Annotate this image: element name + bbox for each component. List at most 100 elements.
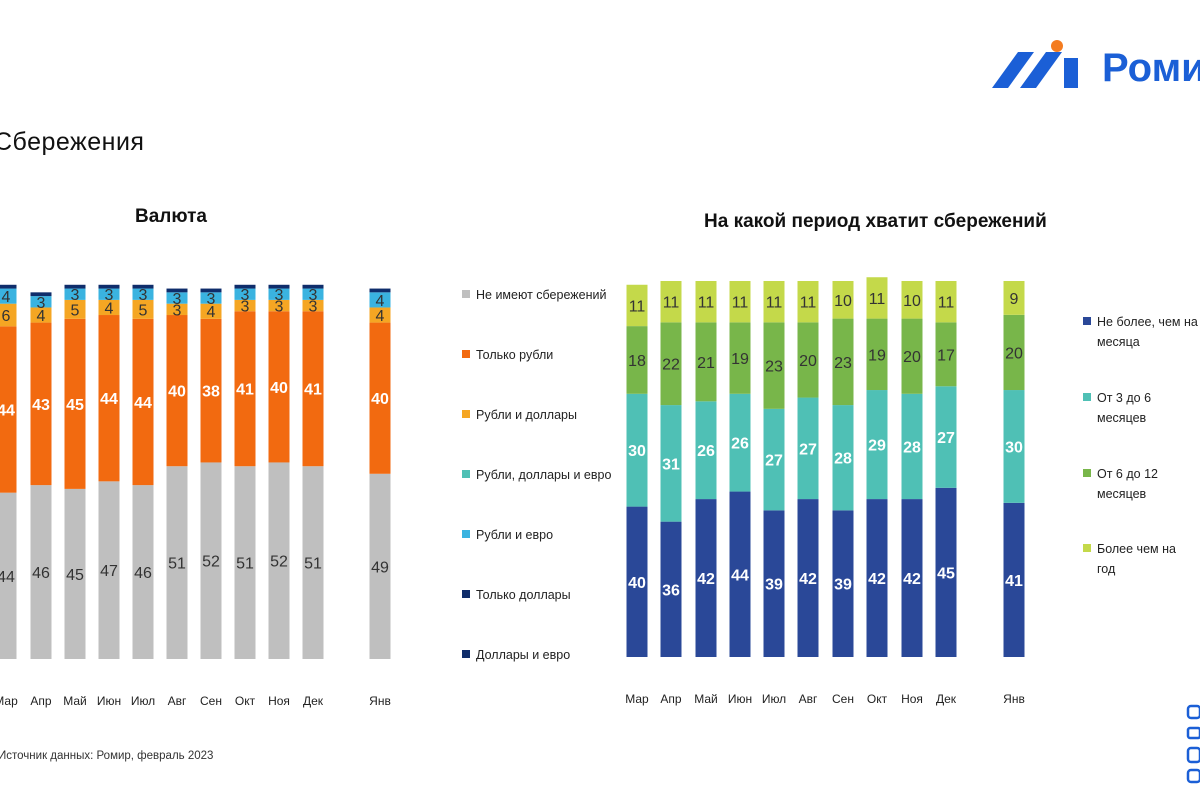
bar-segment-рубли-и-доллары-авг [166,303,188,316]
bar-segment-от-6-до-12-месяцев-июн [729,322,751,394]
bar-segment-не-более-чем-на-1-2-месяца-окт [866,499,888,657]
x-tick-label: Мар [625,692,649,706]
data-label: 4 [376,308,385,325]
data-label: 23 [834,355,852,372]
data-label: 29 [868,438,886,455]
data-label: 36 [662,582,680,599]
bar-segment-не-более-чем-на-1-2-месяца-май [695,499,717,657]
bar-segment-только-доллары-ноя [268,284,290,289]
data-label: 41 [1005,573,1023,590]
data-label: 3 [207,291,216,308]
bar-segment-только-доллары-окт [234,284,256,289]
bar-segment-рубли-и-евро-апр [30,296,52,308]
data-label: 10 [903,293,921,310]
data-label: 52 [270,554,288,571]
data-label: 42 [903,571,921,588]
x-tick-label: Дек [303,694,324,708]
data-label: 44 [0,569,15,586]
data-label: 18 [628,353,646,370]
bar-segment-только-доллары-июн [98,284,120,289]
bar-segment-не-более-чем-на-1-2-месяца-сен [832,510,854,657]
bar-segment-от-6-до-12-месяцев-авг [797,322,819,398]
bar-segment-не-более-чем-на-1-2-месяца-ноя [901,499,923,657]
bar-segment-рубли-и-евро-ноя [268,288,290,300]
data-label: 42 [799,571,817,588]
bar-segment-от-3-до-6-месяцев-мар [626,393,648,507]
bar-segment-не-имеют-сбережений-ноя [268,462,290,659]
bar-segment-от-3-до-6-месяцев-окт [866,390,888,500]
data-label: 38 [202,384,220,401]
legend-label: От 6 до 12 месяцев [1097,467,1158,501]
x-tick-label: Окт [235,694,256,708]
bar-segment-рубли-и-евро-июл [132,288,154,300]
data-label: 11 [698,295,715,312]
data-label: 30 [1005,439,1023,456]
bar-segment-только-доллары-сен [200,288,222,293]
data-label: 47 [100,563,118,580]
x-tick-label: Окт [867,692,888,706]
bar-segment-рубли-и-доллары-мар [0,303,17,327]
data-label: 3 [37,295,46,312]
bar-segment-от-3-до-6-месяцев-ноя [901,393,923,500]
legend-swatch [462,470,470,478]
bar-segment-более-чем-на-год-окт [866,277,888,319]
bar-segment-рубли-и-доллары-янв [369,307,391,323]
bar-segment-не-имеют-сбережений-дек [302,466,324,659]
data-label: 9 [1010,291,1019,308]
legend-swatch [1083,469,1091,477]
data-label: 40 [168,384,186,401]
legend-label: Не более, чем на 1-2месяца [1097,315,1200,349]
legend-label: Рубли и доллары [476,408,577,422]
bar-segment-рубли-и-евро-май [64,288,86,300]
bar-segment-только-рубли-июн [98,315,120,482]
bar-segment-только-рубли-окт [234,311,256,467]
data-label: 11 [629,298,646,315]
bar-segment-от-3-до-6-месяцев-дек [935,386,957,488]
legend-swatch [1083,544,1091,552]
bar-segment-рубли-и-доллары-ноя [268,299,290,312]
x-tick-label: Июн [728,692,752,706]
x-tick-label: Май [63,694,87,708]
bar-segment-только-рубли-янв [369,322,391,474]
bar-segment-не-имеют-сбережений-сен [200,462,222,659]
legend-label: Более чем на год [1097,542,1176,576]
x-tick-label: Ноя [901,692,923,706]
data-label: 3 [139,287,148,304]
bar-segment-только-рубли-мар [0,326,17,493]
data-label: 4 [207,304,216,321]
bar-segment-от-6-до-12-месяцев-дек [935,322,957,387]
bar-segment-рубли-и-евро-мар [0,288,17,304]
x-tick-label: Сен [200,694,222,708]
data-label: 3 [309,299,318,316]
data-label: 3 [241,287,250,304]
data-label: 28 [834,451,852,468]
x-tick-label: Ноя [268,694,290,708]
bar-segment-не-имеют-сбережений-авг [166,466,188,659]
bar-segment-не-имеют-сбережений-июн [98,481,120,659]
data-label: 27 [937,430,955,447]
bar-segment-только-рубли-май [64,318,86,489]
bar-segment-от-6-до-12-месяцев-апр [660,322,682,406]
x-tick-label: Апр [30,694,52,708]
legend-label: Не имеют сбережений [476,288,606,302]
x-tick-label: Май [694,692,718,706]
data-label: 11 [800,295,817,312]
bar-segment-от-3-до-6-месяцев-июн [729,393,751,492]
bar-segment-от-6-до-12-месяцев-мар [626,326,648,394]
x-tick-label: Янв [1003,692,1025,706]
bar-segment-рубли-и-доллары-сен [200,303,222,319]
bar-segment-от-3-до-6-месяцев-авг [797,397,819,500]
bar-segment-не-более-чем-на-1-2-месяца-мар [626,506,648,657]
bar-segment-рубли-и-доллары-апр [30,307,52,323]
bar-segment-не-более-чем-на-1-2-месяца-июн [729,491,751,657]
data-label: 11 [938,295,955,312]
legend-swatch [462,290,470,298]
legend-label: Только рубли [476,348,553,362]
bar-segment-только-рубли-ноя [268,311,290,463]
data-label: 3 [275,287,284,304]
data-label: 17 [937,347,955,364]
legend-swatch [1083,393,1091,401]
data-label: 19 [868,347,886,364]
legend-label: Рубли, доллары и евро [476,468,611,482]
